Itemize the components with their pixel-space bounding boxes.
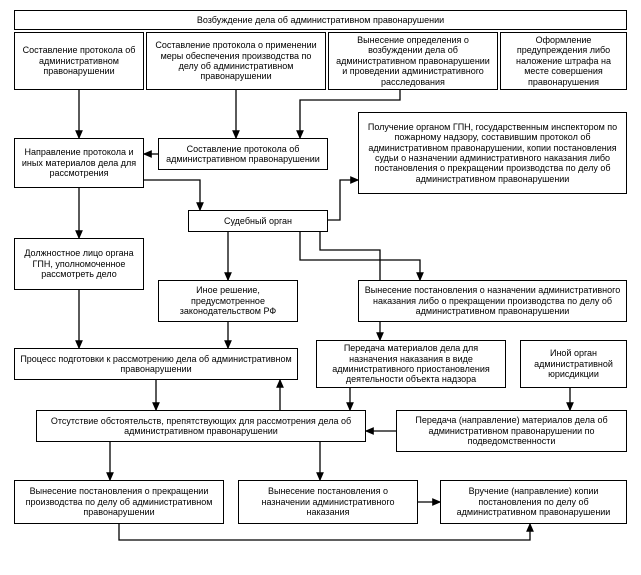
node-top2: Составление протокола о применении меры … xyxy=(146,32,326,90)
node-label: Вручение (направление) копии постановлен… xyxy=(445,486,622,517)
edge-8 xyxy=(300,232,420,280)
node-other_dec: Иное решение, предусмотренное законодате… xyxy=(158,280,298,322)
node-prot2: Составление протокола об административно… xyxy=(158,138,328,170)
node-official: Должностное лицо органа ГПН, уполномочен… xyxy=(14,238,144,290)
node-label: Иное решение, предусмотренное законодате… xyxy=(163,285,293,316)
node-transfer2: Передача (направление) материалов дела о… xyxy=(396,410,627,452)
node-label: Составление протокола об административно… xyxy=(19,45,139,76)
node-title: Возбуждение дела об административном пра… xyxy=(14,10,627,30)
node-penalty: Вынесение постановления о назначении адм… xyxy=(238,480,418,524)
node-terminate: Вынесение постановления о прекращении пр… xyxy=(14,480,224,524)
edge-19 xyxy=(119,524,530,540)
node-court: Судебный орган xyxy=(188,210,328,232)
node-label: Иной орган административной юрисдикции xyxy=(525,348,622,379)
node-delivery: Вручение (направление) копии постановлен… xyxy=(440,480,627,524)
node-transfer: Передача материалов дела для назначения … xyxy=(316,340,506,388)
node-label: Вынесение постановления о назначении адм… xyxy=(243,486,413,517)
node-label: Получение органом ГПН, государственным и… xyxy=(363,122,622,184)
node-other_jur: Иной орган административной юрисдикции xyxy=(520,340,627,388)
node-label: Передача материалов дела для назначения … xyxy=(321,343,501,384)
node-dir_docs: Направление протокола и иных материалов … xyxy=(14,138,144,188)
node-label: Процесс подготовки к рассмотрению дела о… xyxy=(19,354,293,375)
node-label: Вынесение постановления о назначении адм… xyxy=(363,285,622,316)
node-label: Возбуждение дела об административном пра… xyxy=(197,15,444,25)
node-label: Составление протокола о применении меры … xyxy=(151,40,321,81)
node-label: Оформление предупреждения либо наложение… xyxy=(505,35,622,87)
edge-6 xyxy=(328,180,358,220)
node-label: Направление протокола и иных материалов … xyxy=(19,147,139,178)
node-label: Передача (направление) материалов дела о… xyxy=(401,415,622,446)
node-label: Отсутствие обстоятельств, препятствующих… xyxy=(41,416,361,437)
node-no_obst: Отсутствие обстоятельств, препятствующих… xyxy=(36,410,366,442)
node-label: Вынесение определения о возбуждении дела… xyxy=(333,35,493,87)
node-top1: Составление протокола об административно… xyxy=(14,32,144,90)
edge-4 xyxy=(144,180,200,210)
node-top3: Вынесение определения о возбуждении дела… xyxy=(328,32,498,90)
node-receipt: Получение органом ГПН, государственным и… xyxy=(358,112,627,194)
node-top4: Оформление предупреждения либо наложение… xyxy=(500,32,627,90)
flowchart-canvas: Возбуждение дела об административном пра… xyxy=(0,0,641,575)
node-label: Должностное лицо органа ГПН, уполномочен… xyxy=(19,248,139,279)
node-ruling: Вынесение постановления о назначении адм… xyxy=(358,280,627,322)
node-label: Вынесение постановления о прекращении пр… xyxy=(19,486,219,517)
node-prep: Процесс подготовки к рассмотрению дела о… xyxy=(14,348,298,380)
node-label: Составление протокола об административно… xyxy=(163,144,323,165)
node-label: Судебный орган xyxy=(224,216,292,226)
